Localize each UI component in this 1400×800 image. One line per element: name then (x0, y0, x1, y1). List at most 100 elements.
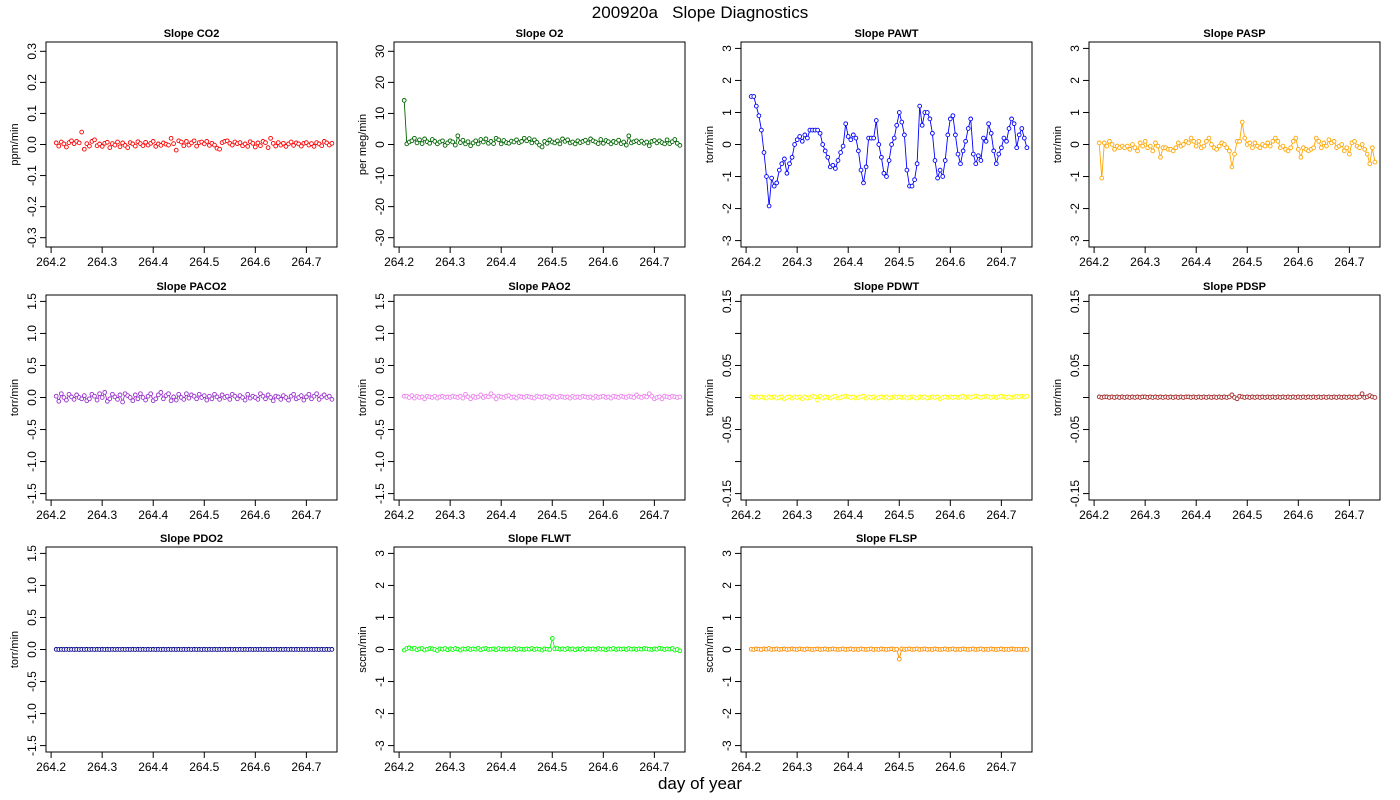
x-tick-label: 264.3 (87, 508, 117, 522)
x-tick-label: 264.3 (87, 255, 117, 269)
data-point (1221, 142, 1227, 147)
data-point (848, 137, 854, 143)
data-point (776, 167, 782, 173)
data-point (797, 134, 803, 139)
data-point (999, 145, 1004, 151)
data-point (565, 137, 570, 143)
data-point (1232, 151, 1237, 157)
data-point (329, 397, 335, 402)
data-point (468, 143, 473, 149)
data-point (600, 140, 606, 146)
data-point (270, 398, 276, 404)
y-tick-label: -0.2 (25, 196, 39, 217)
data-point (876, 142, 882, 147)
data-point (1193, 143, 1199, 149)
x-tick-label: 264.4 (138, 760, 168, 774)
x-tick-label: 264.5 (1232, 255, 1262, 269)
data-point (465, 139, 471, 145)
data-point (496, 137, 502, 143)
y-tick-label: -1 (1068, 171, 1082, 182)
data-point (822, 148, 828, 154)
data-point (150, 139, 156, 144)
data-point (539, 144, 545, 150)
data-point (1262, 143, 1268, 149)
y-tick-label: -0.5 (25, 671, 39, 692)
data-point (519, 139, 524, 144)
data-point (227, 397, 233, 402)
data-point (896, 110, 902, 115)
data-point (1104, 143, 1110, 149)
y-tick-label: 20 (373, 75, 387, 89)
data-point (835, 158, 841, 163)
data-point (830, 162, 836, 168)
data-point (1175, 140, 1181, 146)
data-point (224, 393, 230, 399)
data-point (143, 397, 148, 403)
data-point (919, 122, 925, 128)
data-point (544, 140, 550, 146)
x-tick-label: 264.2 (36, 760, 66, 774)
y-tick-label: -1.5 (25, 483, 39, 504)
x-tick-label: 264.5 (189, 508, 219, 522)
x-tick-label: 264.2 (36, 508, 66, 522)
x-tick-label: 264.3 (435, 760, 465, 774)
y-tick-label: 1.0 (25, 325, 39, 342)
data-point (1107, 138, 1112, 144)
data-point (217, 146, 222, 152)
x-tick-label: 264.5 (884, 255, 914, 269)
data-point (194, 396, 199, 402)
data-point (812, 394, 818, 400)
data-point (677, 648, 683, 654)
panel-5: Slope PAO2 264.2 264.3 264.4 264.5 264.6 264.7… (357, 281, 686, 522)
x-tick-label: 264.6 (240, 508, 270, 522)
panel-7: Slope PDSP 264.2 264.3 264.4 264.5 264.6 264.7… (1052, 281, 1381, 522)
panel-8: Slope PDO2 264.2 264.3 264.4 264.5 264.6 264.7… (9, 533, 338, 774)
data-point (1132, 145, 1138, 151)
y-tick-label: -1.5 (25, 735, 39, 756)
data-point (871, 135, 877, 141)
data-point (779, 161, 785, 167)
series-line (1098, 122, 1376, 179)
data-point (201, 393, 207, 398)
data-point (311, 144, 317, 149)
y-tick-label: 0.5 (25, 357, 39, 374)
y-tick-label: -1 (373, 676, 387, 687)
data-point (1135, 148, 1140, 154)
data-point (1265, 140, 1271, 146)
x-tick-label: 264.5 (189, 255, 219, 269)
x-tick-label: 264.5 (1232, 508, 1262, 522)
data-point (414, 140, 420, 146)
data-point (917, 103, 923, 109)
y-tick-label: 0.1 (25, 105, 39, 122)
data-point (991, 148, 997, 154)
data-point (168, 135, 174, 141)
data-point (794, 137, 800, 143)
data-point (1153, 140, 1158, 146)
data-point (71, 397, 77, 402)
y-axis-label: torr/min (9, 379, 21, 416)
y-axis-label: sccm/min (357, 626, 369, 672)
data-point (115, 139, 120, 145)
data-point (955, 151, 961, 157)
y-tick-label: -2 (373, 708, 387, 719)
data-point (1270, 138, 1276, 144)
y-tick-label: 0.2 (25, 74, 39, 91)
data-point (480, 139, 486, 145)
y-tick-label: 0.05 (1068, 353, 1082, 377)
data-point (1109, 142, 1115, 147)
data-point (942, 158, 948, 163)
x-tick-label: 264.2 (731, 508, 761, 522)
data-point (764, 174, 769, 179)
data-point (329, 140, 335, 146)
data-point (1021, 135, 1027, 141)
data-point (1099, 175, 1105, 181)
x-tick-label: 264.7 (639, 760, 669, 774)
x-tick-label: 264.6 (935, 255, 965, 269)
data-point (422, 136, 427, 142)
y-tick-label: 0 (1068, 141, 1082, 148)
data-point (427, 140, 433, 146)
y-tick-label: 0.0 (25, 641, 39, 658)
data-point (1257, 145, 1263, 151)
data-point (115, 397, 120, 402)
data-point (1372, 395, 1378, 400)
